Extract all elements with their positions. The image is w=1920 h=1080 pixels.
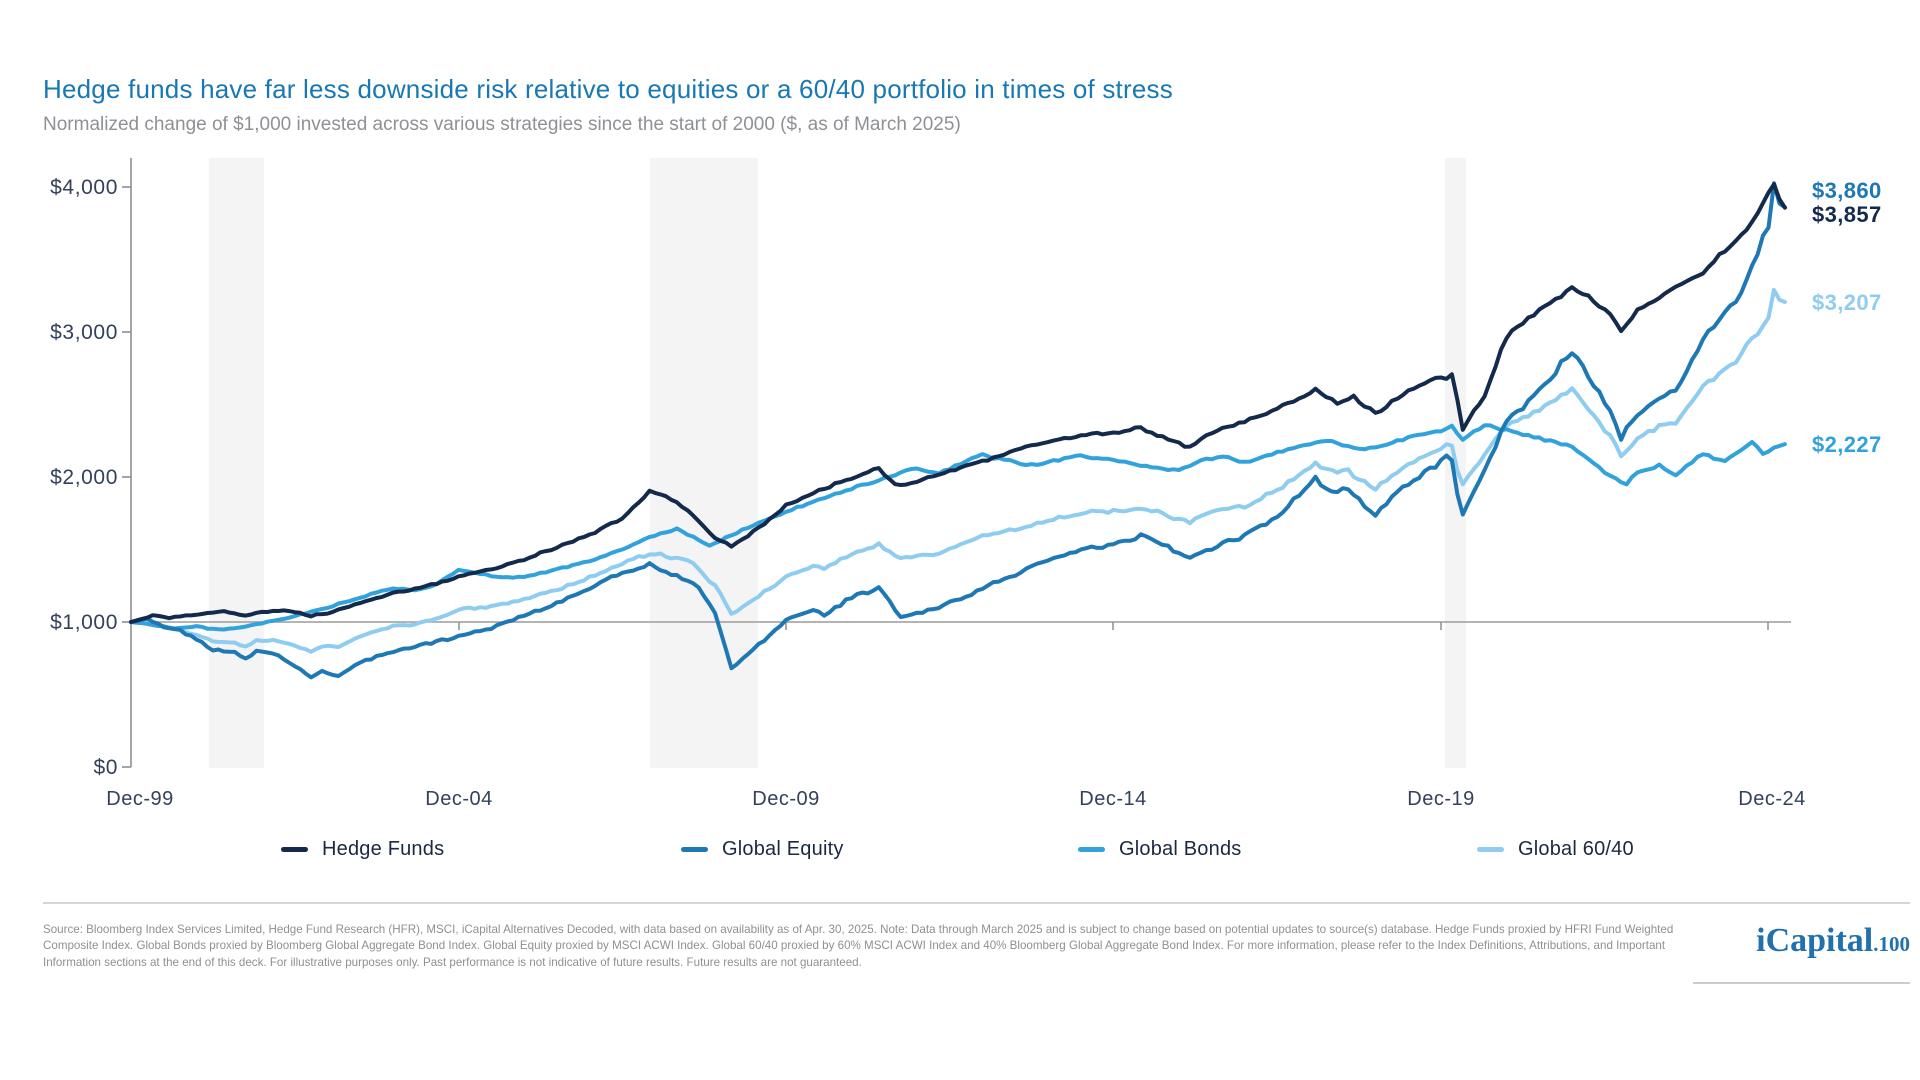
y-axis-label: $1,000 [50,611,118,634]
legend-label: Hedge Funds [322,837,445,860]
x-axis-label: Dec-04 [425,788,492,810]
legend-swatch-icon [1078,846,1105,852]
series-line-hedge-funds [129,182,1787,624]
legend-label: Global Equity [722,837,844,860]
page-title: Hedge funds have far less downside risk … [43,74,1173,104]
end-value-label: $3,860 [1812,178,1882,203]
legend-label: Global 60/40 [1518,837,1634,860]
end-value-label: $3,207 [1812,290,1882,315]
y-axis-label: $3,000 [50,321,118,344]
x-axis-label: Dec-09 [752,788,819,810]
legend-item-global-60-40: Global 60/40 [1477,834,1634,864]
legend-swatch-icon [281,846,308,852]
series-line-global-60-40 [129,287,1787,654]
legend-item-global-equity: Global Equity [681,834,844,864]
x-axis-label: Dec-24 [1738,788,1805,810]
x-axis-label: Dec-19 [1407,788,1474,810]
y-axis-label: $0 [93,756,118,779]
source-disclosure-text: Source: Bloomberg Index Services Limited… [43,923,1674,969]
legend-swatch-icon [1477,846,1504,852]
legend-label: Global Bonds [1119,837,1242,860]
series-line-global-equity [129,181,1787,680]
footer-divider [43,902,1910,904]
x-axis-label: Dec-14 [1079,788,1146,810]
logo-wordmark: iCapital [1756,922,1874,959]
x-axis-label: Dec-99 [106,788,173,810]
legend-item-hedge-funds: Hedge Funds [281,834,444,864]
page-subtitle: Normalized change of $1,000 invested acr… [43,114,961,135]
recession-band [208,158,264,768]
end-value-label: $3,857 [1812,202,1882,227]
y-axis-label: $2,000 [50,466,118,489]
end-value-label: $2,227 [1812,432,1882,457]
y-axis-label: $4,000 [50,176,118,199]
chart-legend: Hedge Funds Global Equity Global Bonds Glob… [0,834,1920,864]
icapital-logo: iCapital.100 [1690,922,1910,960]
logo-underline [1693,982,1910,984]
logo-suffix: .100 [1873,932,1910,956]
legend-item-global-bonds: Global Bonds [1078,834,1241,864]
legend-swatch-icon [681,846,708,852]
recession-band [649,158,758,768]
